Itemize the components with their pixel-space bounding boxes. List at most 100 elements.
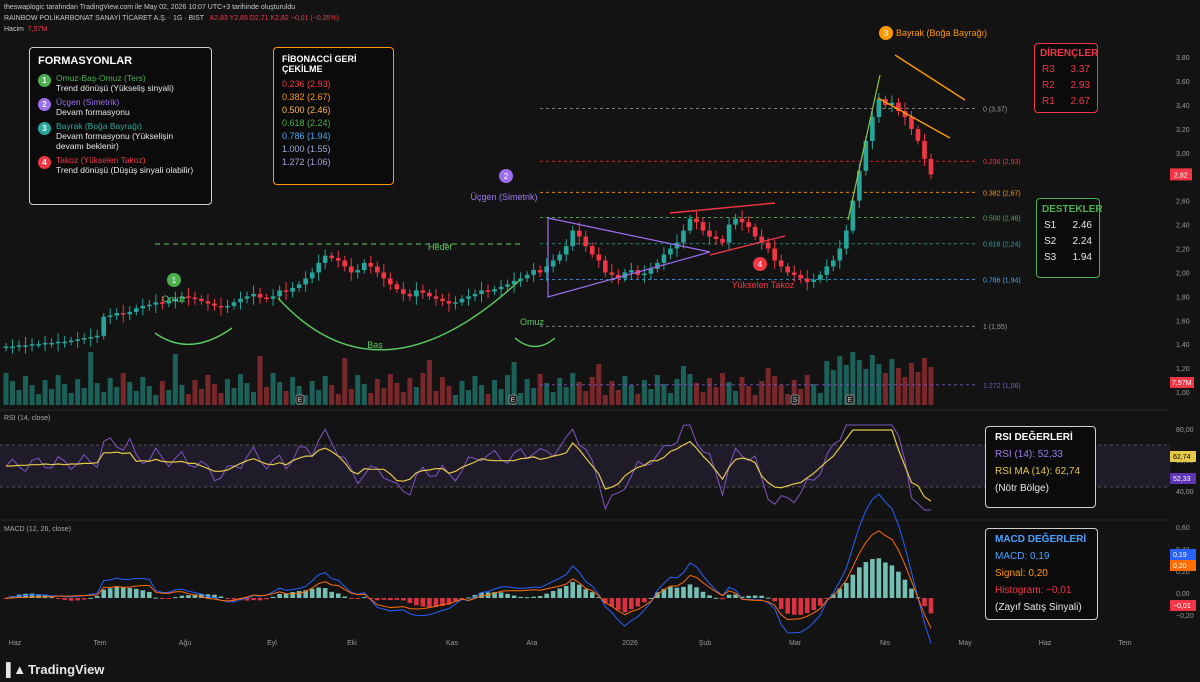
macd-histogram-bar (668, 586, 673, 598)
rsi-ma-value: RSI MA (14): 62,74 (995, 466, 1081, 477)
time-tick: 2026 (622, 640, 638, 647)
fib-legend-row: 1.272 (1.06) (282, 157, 331, 167)
macd-histogram-bar (29, 593, 35, 598)
candle-body (902, 111, 908, 117)
candle-body (570, 230, 576, 247)
volume-bar (602, 395, 608, 405)
macd-histogram-bar (570, 582, 576, 598)
macd-histogram-bar (648, 597, 654, 599)
macd-histogram-bar (870, 559, 875, 598)
event-marker[interactable] (790, 394, 800, 405)
macd-histogram-bar (114, 586, 120, 598)
volume-bar (88, 352, 94, 405)
right-shoulder-label: Omuz (520, 317, 545, 327)
candle-body (3, 346, 9, 349)
volume-bar (466, 390, 471, 405)
macd-histogram-bar (16, 594, 22, 598)
price-tick: 3,20 (1176, 127, 1190, 134)
symbol-name[interactable]: RAINBOW POLİKARBONAT SANAYİ TİCARET A.Ş.… (4, 15, 205, 22)
candle-body (140, 305, 146, 309)
macd-histogram-bar (778, 598, 784, 610)
candle-body (199, 298, 204, 302)
macd-histogram-bar (101, 589, 107, 598)
candle-body (244, 296, 250, 299)
candle-body (368, 262, 374, 267)
volume-bar (407, 378, 413, 405)
macd-histogram-bar (752, 595, 758, 598)
candle-body (55, 341, 61, 344)
volume-bar (75, 379, 81, 405)
fib-level-label: 1.272 (1,06) (983, 383, 1021, 390)
event-marker[interactable] (845, 394, 855, 405)
candle-body (518, 278, 523, 281)
macd-histogram-bar (531, 596, 536, 598)
volume-value: 7,57M (27, 26, 48, 33)
marker-1 (167, 273, 181, 287)
candle-body (277, 290, 282, 297)
macd-histogram-bar (303, 590, 308, 598)
volume-bar (772, 376, 778, 405)
candle-body (687, 218, 693, 231)
volume-bar (270, 373, 276, 405)
wedge-lower (709, 235, 786, 256)
volume-bar (10, 381, 16, 405)
time-tick: Tem (1118, 640, 1131, 647)
volume-bar (205, 375, 211, 405)
macd-histogram-bar (896, 571, 901, 598)
volume-bar (211, 384, 217, 405)
rsi-tick: 80,00 (1176, 427, 1194, 434)
time-tick: Nis (880, 640, 891, 647)
candle-body (772, 248, 777, 261)
candle-body (726, 224, 732, 243)
candle-body (492, 289, 497, 292)
resistance-row: R1 2.67 (1042, 96, 1090, 107)
formation-text: Bayrak (Boğa Bayrağı) Devam formasyonu (Y… (56, 121, 203, 151)
candle-body (160, 302, 165, 304)
macd-histogram-bar (270, 596, 276, 598)
volume-bar (394, 383, 400, 405)
macd-histogram-bar (420, 598, 426, 607)
macd-histogram-bar (414, 598, 419, 606)
candle-body (355, 270, 361, 273)
formation-title: Bayrak (Boğa Bayrağı) (56, 121, 142, 131)
macd-histogram-bar (453, 598, 458, 602)
macd-histogram-bar (407, 598, 413, 604)
macd-title: MACD (12, 26, close) (4, 526, 71, 533)
volume-bar (42, 380, 48, 405)
support-value: 2.24 (1072, 236, 1092, 247)
volume-bar (153, 395, 159, 405)
volume-bar (531, 388, 537, 405)
candle-body (68, 340, 74, 343)
candle-body (153, 302, 159, 305)
candle-body (629, 270, 634, 273)
volume-bar (733, 391, 739, 405)
volume-bar (837, 356, 843, 405)
macd-histogram-bar (440, 598, 445, 607)
tradingview-logo[interactable]: ▌▲ TradingView (6, 662, 104, 677)
candle-body (94, 335, 100, 338)
event-marker[interactable] (295, 394, 305, 405)
macd-histogram-bar (147, 592, 152, 598)
triangle-pattern (547, 217, 711, 298)
formation-desc: Trend dönüşü (Düşüş sinyali olabilir) (56, 165, 194, 175)
candle-body (778, 260, 784, 267)
volume-bar (817, 393, 823, 405)
last-price-tag (1170, 168, 1192, 181)
macd-histogram-bar (401, 598, 406, 601)
volume-bar (329, 385, 335, 405)
macd-histogram-bar (309, 588, 315, 598)
macd-histogram-bar (550, 590, 556, 598)
rsi-tick: 40,00 (1176, 489, 1194, 496)
volume-bar (492, 380, 498, 405)
candle-body (576, 230, 582, 237)
event-marker[interactable] (508, 394, 518, 405)
candle-body (642, 273, 647, 276)
volume-bar (804, 375, 810, 405)
macd-histogram-bar (661, 588, 667, 598)
candle-body (394, 284, 400, 290)
signal-value: Signal: 0,20 (995, 568, 1048, 579)
macd-histogram-bar (746, 595, 751, 598)
histogram-value: Histogram: −0,01 (995, 585, 1072, 596)
candle-body (511, 280, 517, 285)
volume-bar (485, 394, 491, 405)
